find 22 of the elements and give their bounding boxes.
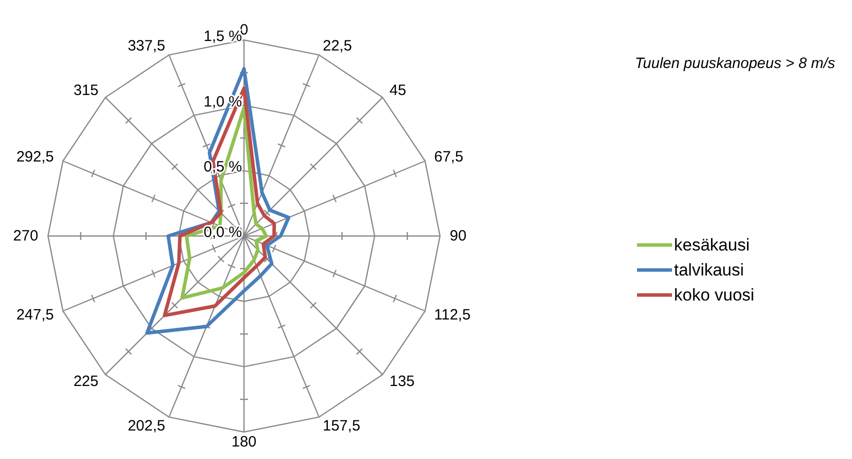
spoke-label: 270 <box>13 228 38 244</box>
spoke-label: 45 <box>390 82 406 99</box>
legend-label: kesäkausi <box>674 236 750 254</box>
legend-label: koko vuosi <box>674 286 754 304</box>
spoke-label: 225 <box>73 373 98 390</box>
spoke-label: 90 <box>450 228 466 244</box>
spoke-label: 67,5 <box>434 148 464 166</box>
text: Tuulen puuskanopeus > 8 m/s <box>634 55 836 72</box>
spoke-label: 315 <box>73 82 98 99</box>
y-tick-label: 0,0 % <box>204 224 242 241</box>
spoke-label: 180 <box>231 433 257 450</box>
spoke-label: 337,5 <box>128 37 166 54</box>
legend-label: talvikausi <box>674 260 744 280</box>
spoke-label: 292,5 <box>16 148 54 166</box>
spoke-label: 135 <box>390 373 415 390</box>
spoke-label: 112,5 <box>434 306 471 324</box>
spoke-label: 157,5 <box>322 418 360 435</box>
y-tick-label: 1,5 % <box>204 28 242 45</box>
spoke-label: 22,5 <box>322 37 352 54</box>
y-tick-label: 1,0 % <box>204 93 242 110</box>
spoke-label: 202,5 <box>128 418 166 435</box>
spoke-label: 247,5 <box>16 306 54 324</box>
